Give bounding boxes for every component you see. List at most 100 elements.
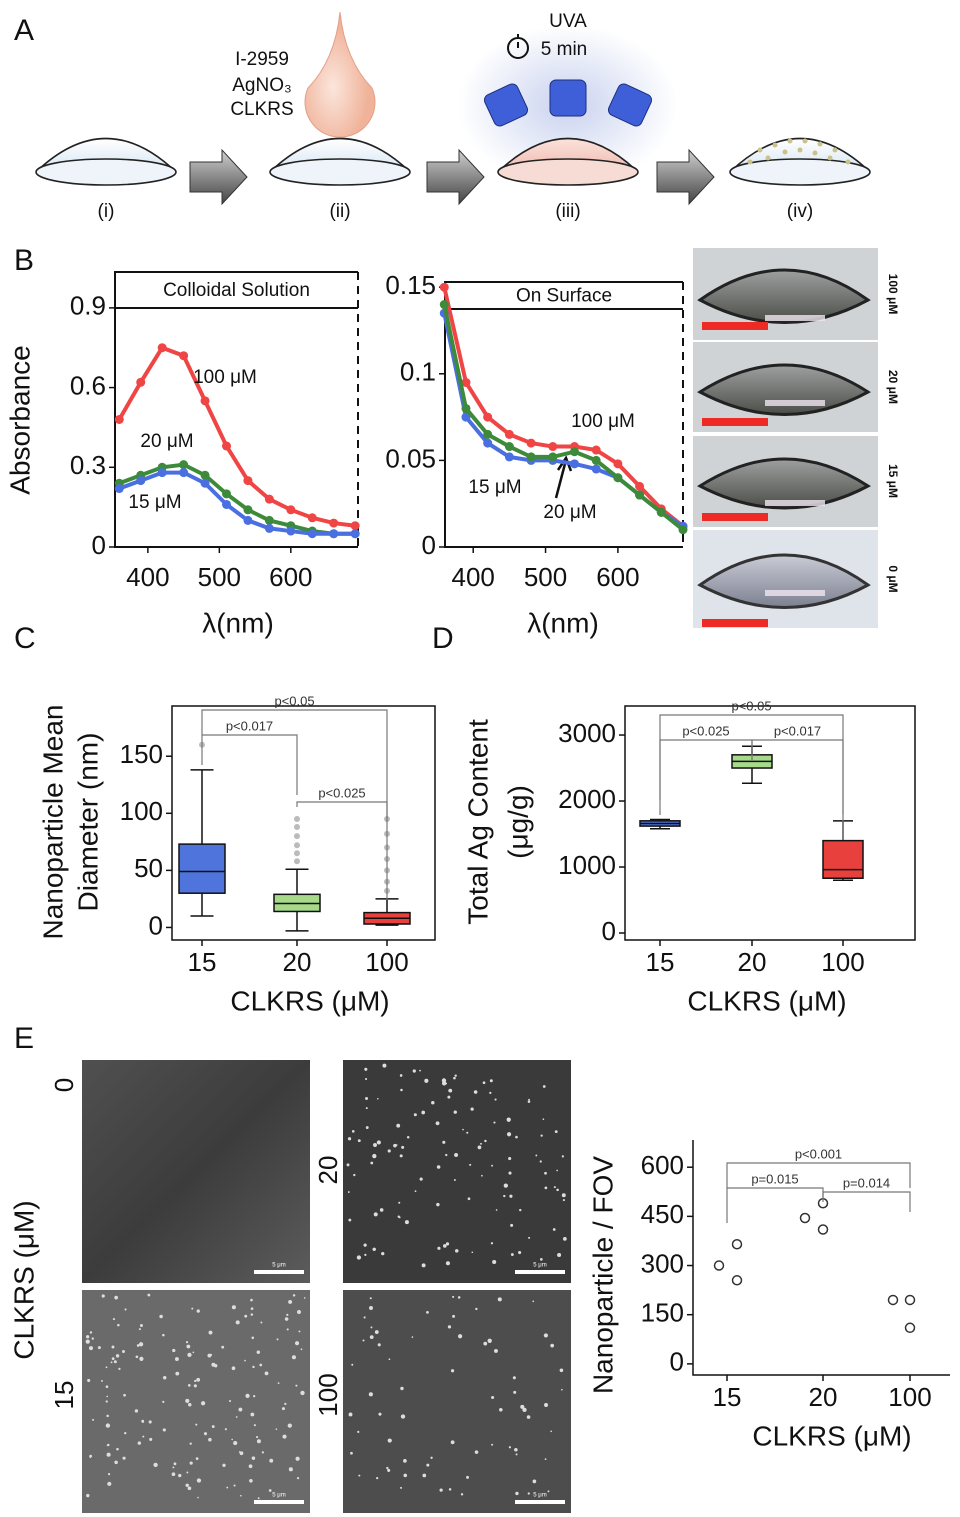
reagent: CLKRS (230, 99, 293, 120)
point (114, 484, 124, 494)
axes (692, 1140, 950, 1376)
significance-bracket (822, 1191, 911, 1212)
axes (444, 281, 683, 548)
x-tick-label: 20 (809, 1382, 838, 1412)
point (307, 529, 317, 539)
x-tick-label: 500 (198, 562, 241, 592)
significance-bracket (751, 739, 844, 840)
point (264, 494, 274, 504)
point (613, 473, 623, 483)
sem-ylabel: CLKRS (μM) (8, 1200, 39, 1359)
y-tick-label: 600 (641, 1150, 684, 1180)
point (264, 523, 274, 533)
p-value: p<0.017 (226, 718, 273, 733)
point (504, 429, 514, 439)
panel-label: C (14, 622, 36, 655)
box (822, 820, 864, 881)
p-value: p<0.017 (774, 723, 821, 738)
y-tick-label: 0.6 (70, 370, 106, 400)
y-tick-label: 100 (120, 796, 163, 826)
panel-label: E (14, 1022, 34, 1055)
point (286, 505, 296, 515)
reagent: I-2959 (235, 49, 289, 70)
outlier (294, 850, 300, 857)
point (483, 438, 493, 448)
significance-bracket (296, 801, 388, 822)
point (221, 499, 231, 509)
point (439, 282, 449, 292)
point (200, 470, 210, 480)
sem-art (82, 435, 571, 1513)
y-tick-label: 0 (670, 1347, 684, 1377)
p-value: p<0.001 (795, 1146, 842, 1161)
point (635, 481, 645, 491)
sem-label: 20 (313, 1156, 343, 1185)
sem-particles (85, 1063, 567, 1500)
chart-title: Colloidal Solution (163, 280, 310, 301)
y-tick-label: 2000 (558, 784, 616, 814)
x-axis-label: CLKRS (μM) (752, 1420, 911, 1451)
point (136, 377, 146, 387)
photo-label: 100 μM (886, 274, 900, 315)
time: 5 min (541, 39, 587, 60)
sem-label: 0 (49, 1078, 79, 1092)
arrow (554, 455, 573, 499)
x-tick-label: 20 (738, 947, 767, 977)
point (461, 377, 471, 387)
point (526, 438, 536, 448)
p-value: p<0.05 (274, 693, 314, 708)
point (713, 1260, 725, 1271)
point (243, 505, 253, 515)
point (504, 452, 514, 462)
x-tick-label: 500 (524, 562, 567, 592)
sem-label: 15 (49, 1381, 79, 1410)
photo-label: 0 μM (886, 565, 900, 592)
y-tick-label: 300 (641, 1248, 684, 1278)
box (178, 741, 226, 917)
point (799, 1212, 811, 1224)
x-tick-label: 15 (188, 947, 217, 977)
x-tick-label: 15 (646, 947, 675, 977)
y-tick-label: 150 (120, 739, 163, 769)
point (200, 396, 210, 406)
x-tick-label: 600 (596, 562, 639, 592)
reagent: AgNO₃ (232, 75, 291, 96)
y-tick-label: 0 (149, 910, 163, 940)
step: (iv) (787, 201, 813, 222)
point (731, 1238, 743, 1250)
y-tick-label: 0.1 (400, 357, 436, 387)
point (569, 447, 579, 457)
point (678, 525, 688, 535)
y-tick-label: 0.15 (385, 270, 436, 300)
x-tick-label: 600 (269, 562, 312, 592)
x-tick-label: 20 (283, 947, 312, 977)
point (569, 459, 579, 469)
y-axis-label: Total Ag Content (462, 719, 493, 925)
scale-bar: 5 μm (533, 1263, 546, 1269)
p-value: p=0.015 (751, 1171, 798, 1186)
point (179, 351, 189, 361)
point (221, 489, 231, 499)
series-label: 20 μM (140, 431, 193, 452)
point (817, 1224, 829, 1235)
scale-bar: 5 μm (272, 1263, 285, 1269)
point (307, 513, 317, 523)
y-tick-label: 3000 (558, 718, 616, 748)
y-axis-label: Diameter (nm) (72, 733, 103, 912)
point (136, 476, 146, 486)
p-value: p<0.025 (682, 723, 729, 738)
y-tick-label: 1000 (558, 850, 616, 880)
line (442, 304, 685, 532)
scheme-art (35, 11, 871, 206)
significance-bracket (201, 709, 388, 900)
point (635, 490, 645, 500)
point (157, 468, 167, 478)
outlier (294, 823, 300, 830)
x-axis-label: CLKRS (μM) (230, 985, 389, 1016)
significance-bracket (726, 1162, 911, 1188)
photo-label: 15 μM (886, 464, 900, 498)
point (591, 464, 601, 474)
axes (114, 271, 358, 548)
frame (624, 705, 916, 941)
